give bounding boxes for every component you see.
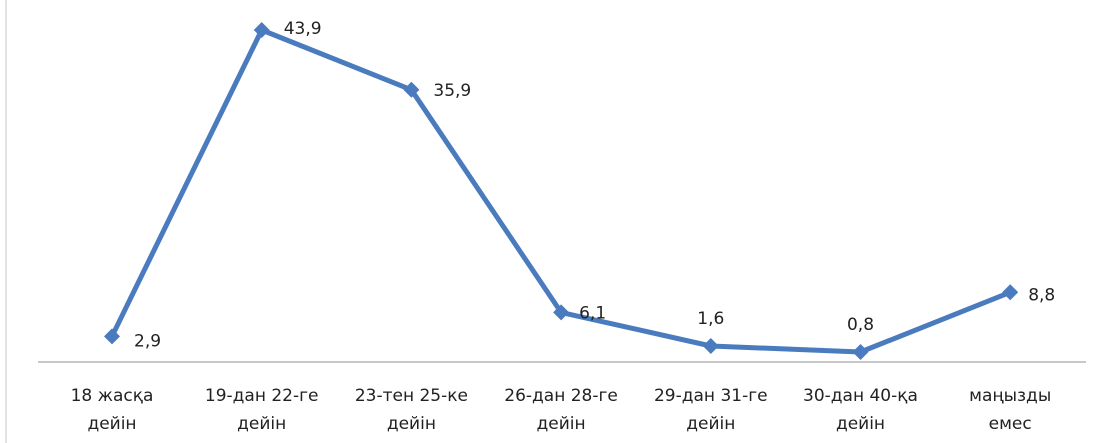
x-tick-label: 18 жасқа дейін [71, 386, 154, 434]
x-tick-label: 23-тен 25-ке дейін [355, 386, 468, 434]
x-tick-label: 30-дан 40-қа дейін [803, 386, 918, 434]
series-markers [104, 22, 1019, 361]
data-point-marker [403, 81, 420, 98]
x-tick-label: 19-дан 22-ге дейін [205, 386, 319, 434]
x-tick-label: маңызды емес [969, 386, 1051, 434]
data-label: 0,8 [847, 315, 874, 335]
data-label: 35,9 [433, 81, 471, 101]
x-tick-label: 29-дан 31-ге дейін [654, 386, 768, 434]
data-label: 1,6 [697, 309, 724, 329]
data-point-marker [253, 22, 270, 38]
data-label: 8,8 [1028, 285, 1055, 305]
data-labels: 2,9 43,9 35,9 6,1 1,6 0,8 8,8 [134, 19, 1055, 351]
data-label: 43,9 [284, 19, 322, 39]
data-point-marker [852, 344, 869, 361]
data-point-marker [553, 304, 570, 321]
data-label: 2,9 [134, 331, 161, 351]
data-point-marker [1002, 284, 1019, 301]
data-label: 6,1 [579, 303, 606, 323]
series-line [109, 27, 1013, 355]
x-tick-label: 26-дан 28-ге дейін [504, 386, 618, 434]
data-point-marker [104, 328, 120, 345]
data-point-marker [702, 338, 719, 355]
x-tick-labels: 18 жасқа дейін 19-дан 22-ге дейін 23-тен 25-… [71, 386, 1052, 434]
